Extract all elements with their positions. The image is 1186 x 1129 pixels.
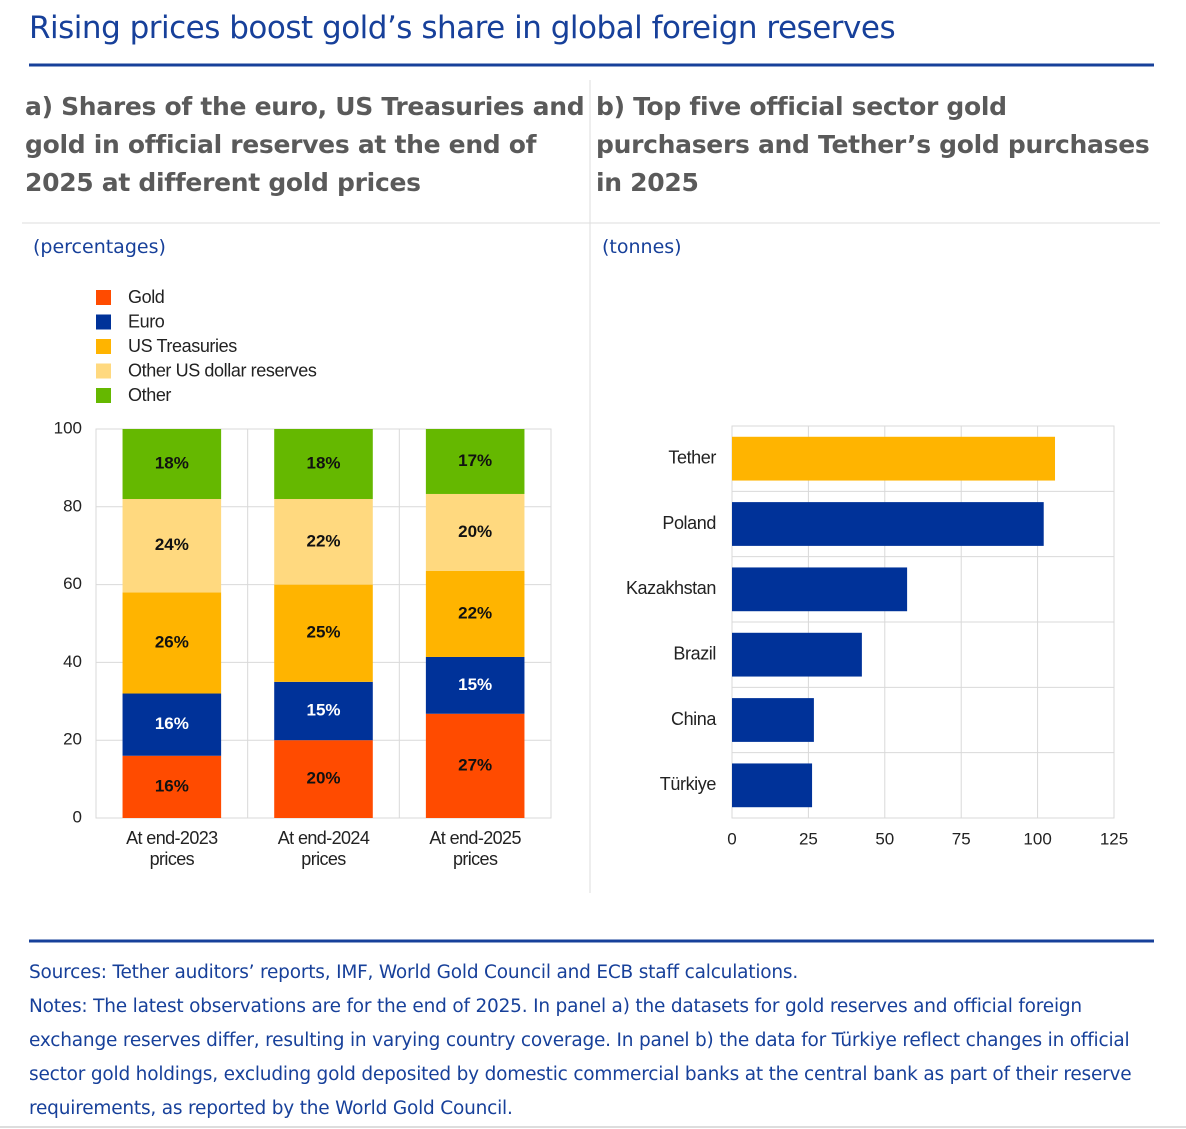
bar-segment xyxy=(122,592,222,694)
value-label: 26% xyxy=(155,632,189,651)
legend-swatch xyxy=(96,290,111,305)
bar xyxy=(732,436,1056,481)
legend-swatch xyxy=(96,388,111,403)
x-tick-label: At end-2023 prices xyxy=(126,828,218,869)
value-label: 20% xyxy=(458,522,492,541)
x-tick-label: At end-2024 prices xyxy=(277,828,370,869)
legend-swatch xyxy=(96,314,111,330)
value-label: 22% xyxy=(458,603,492,622)
chart-title: Rising prices boost gold’s share in glob… xyxy=(29,10,896,46)
y-tick-label: 40 xyxy=(63,652,82,671)
y-tick-label: Tether xyxy=(668,447,716,467)
notes: Notes: The latest observations are for t… xyxy=(29,996,1132,1119)
bar-segment xyxy=(122,693,222,756)
bar-segment xyxy=(425,493,525,571)
bar-segment xyxy=(425,713,525,818)
value-label: 22% xyxy=(306,531,340,550)
panel-title: a) Shares of the euro, US Treasuries and… xyxy=(25,92,585,197)
value-label: 15% xyxy=(458,675,492,694)
bar xyxy=(732,502,1044,546)
bar xyxy=(732,763,813,808)
value-label: 17% xyxy=(458,451,492,470)
panel-title: b) Top five official sector gold purchas… xyxy=(596,92,1150,197)
legend-swatch xyxy=(96,363,111,379)
x-tick-label: 0 xyxy=(727,829,736,848)
value-label: 27% xyxy=(458,755,492,774)
bar-segment xyxy=(425,656,525,714)
y-tick-label: 80 xyxy=(63,496,82,515)
bar xyxy=(732,698,814,742)
y-tick-label: China xyxy=(671,709,717,729)
value-label: 18% xyxy=(155,453,189,472)
plot-border xyxy=(731,425,1115,819)
value-label: 24% xyxy=(155,535,189,554)
x-tick-label: 125 xyxy=(1100,829,1128,848)
y-tick-label: Poland xyxy=(662,513,716,533)
legend-swatch xyxy=(96,339,111,354)
value-label: 20% xyxy=(306,769,340,788)
bar-segment xyxy=(274,584,373,682)
bar-segment xyxy=(425,429,525,494)
x-tick-label: 100 xyxy=(1023,829,1051,848)
y-tick-label: Türkiye xyxy=(660,774,717,794)
y-tick-label: 20 xyxy=(63,730,82,749)
bar-segment xyxy=(122,429,222,500)
x-tick-label: 75 xyxy=(952,829,971,848)
value-label: 18% xyxy=(306,453,340,472)
legend-label: Other US dollar reserves xyxy=(128,360,317,380)
x-tick-label: 50 xyxy=(875,829,894,848)
bar-segment xyxy=(274,681,373,741)
bar-segment xyxy=(274,429,373,500)
bar-segment xyxy=(274,499,373,585)
sources: Sources: Tether auditors’ reports, IMF, … xyxy=(29,962,799,983)
bar-segment xyxy=(122,755,222,818)
bar-segment xyxy=(274,740,373,818)
legend-label: US Treasuries xyxy=(128,336,237,356)
bar-segment xyxy=(122,499,222,593)
unit-label: (percentages) xyxy=(33,236,166,258)
value-label: 25% xyxy=(306,623,340,642)
y-tick-label: Kazakhstan xyxy=(626,578,716,598)
unit-label: (tonnes) xyxy=(602,236,682,258)
x-tick-label: 25 xyxy=(799,829,818,848)
value-label: 16% xyxy=(155,776,189,795)
value-label: 15% xyxy=(306,701,340,720)
legend-label: Euro xyxy=(128,311,165,331)
y-tick-label: 0 xyxy=(73,807,82,826)
value-label: 16% xyxy=(155,714,189,733)
legend-label: Gold xyxy=(128,287,164,307)
bar-segment xyxy=(425,570,525,657)
bar xyxy=(732,567,908,612)
x-tick-label: At end-2025 prices xyxy=(429,828,521,869)
y-tick-label: 60 xyxy=(63,574,82,593)
y-tick-label: Brazil xyxy=(673,643,716,663)
y-tick-label: 100 xyxy=(54,418,82,437)
legend-label: Other xyxy=(128,385,171,405)
bar xyxy=(732,632,862,677)
